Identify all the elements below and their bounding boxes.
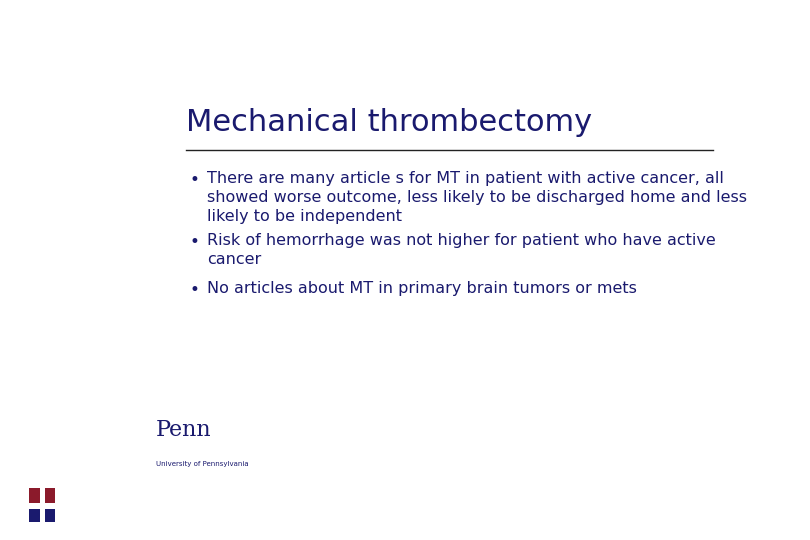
Text: •: • [190,233,199,251]
Text: •: • [190,171,199,189]
Bar [40,488,45,522]
Bar [29,503,55,509]
Text: Mechanical thrombectomy: Mechanical thrombectomy [186,109,592,138]
Text: Risk of hemorrhage was not higher for patient who have active
cancer: Risk of hemorrhage was not higher for pa… [207,233,715,267]
Text: Penn: Penn [156,419,211,441]
Text: •: • [190,281,199,299]
Text: There are many article s for MT in patient with active cancer, all
showed worse : There are many article s for MT in patie… [207,171,747,224]
Bar [29,488,55,503]
Text: No articles about MT in primary brain tumors or mets: No articles about MT in primary brain tu… [207,281,637,296]
Bar [29,503,55,522]
Text: University of Pennsylvania: University of Pennsylvania [156,461,249,467]
